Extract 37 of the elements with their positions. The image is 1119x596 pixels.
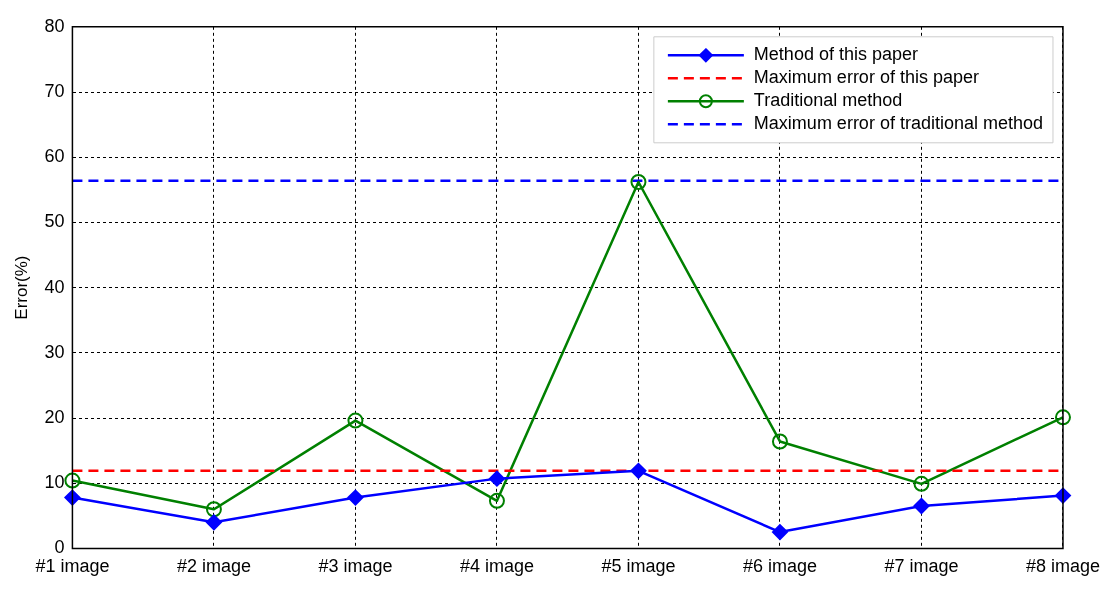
point: [347, 412, 364, 429]
y-tick-label: 30: [44, 341, 65, 362]
x-tick-label: #3 image: [318, 556, 393, 577]
legend-label: Method of this paper: [753, 44, 918, 65]
y-tick-label: 20: [44, 406, 65, 427]
point: [1054, 409, 1071, 426]
y-tick-label: 50: [44, 211, 65, 232]
y-tick-label: 80: [44, 15, 65, 36]
point: [347, 489, 364, 506]
point: [64, 489, 81, 506]
legend-label: Maximum error of this paper: [753, 67, 979, 88]
y-tick-label: 40: [44, 276, 65, 297]
y-tick-label: 0: [54, 537, 65, 558]
x-tick-label: #2 image: [176, 556, 251, 577]
y-tick-label: 60: [44, 146, 65, 167]
x-tick-label: #6 image: [742, 556, 817, 577]
point: [630, 173, 647, 190]
point: [488, 470, 505, 487]
point: [630, 462, 647, 479]
point: [913, 498, 930, 515]
x-tick-label: #8 image: [1025, 556, 1101, 577]
x-tick-label: #7 image: [884, 556, 959, 577]
point: [205, 514, 222, 531]
x-tick-label: #4 image: [459, 556, 534, 577]
x-tick-label: #1 image: [35, 556, 110, 577]
point: [771, 524, 788, 541]
point: [205, 501, 222, 518]
legend-label: Maximum error of traditional method: [753, 113, 1043, 134]
point: [913, 475, 930, 492]
y-tick-label: 70: [44, 80, 65, 101]
x-tick-label: #5 image: [601, 556, 676, 577]
point: [488, 492, 505, 509]
point: [64, 472, 81, 489]
y-axis-title: Error(%): [11, 255, 31, 320]
legend-label: Traditional method: [753, 90, 903, 111]
point: [771, 433, 788, 450]
y-tick-label: 10: [44, 472, 65, 493]
